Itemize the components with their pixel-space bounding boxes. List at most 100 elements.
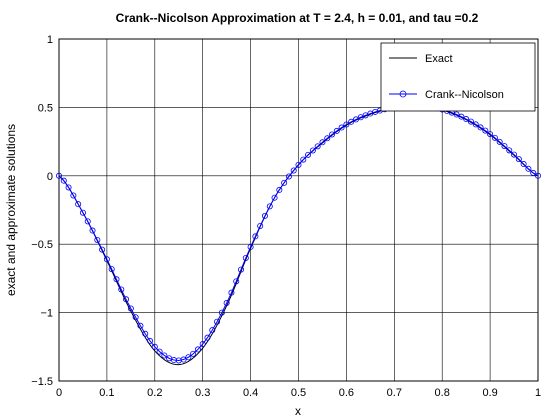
series-point (132, 314, 139, 321)
series-point (89, 227, 96, 234)
series-point (242, 254, 249, 261)
series-point (247, 243, 254, 250)
legend-label: Exact (425, 53, 453, 65)
y-tick-label: 1 (47, 34, 53, 46)
y-axis-label: exact and approximate solutions (4, 124, 18, 296)
x-axis: 0 0.1 0.2 0.3 0.4 0.5 0.6 0.7 0.8 0.9 1 (56, 387, 541, 399)
series-point (343, 121, 350, 128)
series-point (151, 343, 158, 350)
series-point (520, 161, 527, 168)
x-tick-label: 0.4 (243, 387, 258, 399)
series-point (84, 218, 91, 225)
series-point (194, 346, 201, 353)
series-point (223, 300, 230, 307)
series-point (333, 127, 340, 134)
x-tick-label: 0.9 (482, 387, 497, 399)
series-point (309, 147, 316, 154)
series-point (487, 131, 494, 138)
plot-frame (58, 38, 539, 382)
series-point (285, 173, 292, 180)
series-point (535, 172, 542, 179)
series-point (257, 222, 264, 229)
series-point (458, 113, 465, 120)
legend-box (380, 42, 536, 112)
series-point (477, 124, 484, 131)
series-point (214, 318, 221, 325)
series-point (300, 156, 307, 163)
series-point (501, 143, 508, 150)
y-axis: −1.5 −1 −0.5 0 0.5 1 (31, 34, 53, 388)
series-point (137, 322, 144, 329)
series-point (506, 147, 513, 154)
series-point (218, 309, 225, 316)
series-point (252, 233, 259, 240)
series-point (530, 169, 537, 176)
x-tick-label: 0 (56, 387, 62, 399)
legend-label: Crank--Nicolson (425, 89, 504, 101)
series-point (324, 135, 331, 142)
series-point (329, 131, 336, 138)
series-point (281, 179, 288, 186)
series-point (276, 186, 283, 193)
series-point (118, 286, 125, 293)
series-point (482, 127, 489, 134)
series-point (491, 134, 498, 141)
series-point (108, 266, 115, 273)
series-point (103, 256, 110, 263)
series-point (266, 203, 273, 210)
series-point (463, 116, 470, 123)
series-point (142, 330, 149, 337)
y-tick-label: 0 (47, 171, 53, 183)
series-point (204, 334, 211, 341)
series-point (261, 212, 268, 219)
series-point (295, 161, 302, 168)
series-point (319, 139, 326, 146)
y-tick-label: −1 (40, 308, 53, 320)
legend: Exact Crank--Nicolson (380, 42, 536, 112)
series-point (99, 246, 106, 253)
series-point (65, 184, 72, 191)
series-point (472, 121, 479, 128)
series-point (467, 118, 474, 125)
series-line (58, 105, 539, 361)
x-tick-label: 0.2 (147, 387, 162, 399)
y-tick-label: −1.5 (31, 376, 53, 388)
series-point (199, 341, 206, 348)
series-point (60, 177, 67, 184)
x-tick-label: 0.6 (339, 387, 354, 399)
series-point (127, 305, 134, 312)
series-point (79, 209, 86, 216)
series-point (352, 116, 359, 123)
series-point (314, 143, 321, 150)
series-point (290, 167, 297, 174)
series-point (338, 124, 345, 131)
series-point (305, 151, 312, 158)
chart-title: Crank--Nicolson Approximation at T = 2.4… (116, 11, 479, 25)
series-point (94, 236, 101, 243)
series-point (271, 194, 278, 201)
series-point (123, 296, 130, 303)
x-axis-label: x (295, 404, 301, 418)
x-tick-label: 0.5 (291, 387, 306, 399)
series-point (70, 192, 77, 199)
x-tick-label: 0.7 (387, 387, 402, 399)
x-tick-label: 0.8 (435, 387, 450, 399)
legend-marker (399, 90, 407, 98)
series-point (113, 276, 120, 283)
series-point (515, 156, 522, 163)
series-point (209, 327, 216, 334)
series-point (228, 289, 235, 296)
series-point (511, 151, 518, 158)
series-point (75, 201, 82, 208)
series-point (190, 350, 197, 357)
x-tick-label: 0.1 (99, 387, 114, 399)
x-tick-label: 1 (535, 387, 541, 399)
series-point (348, 118, 355, 125)
series-point (233, 278, 240, 285)
series-point (147, 337, 154, 344)
series-point (180, 356, 187, 363)
series-point (185, 354, 192, 361)
series-point (156, 348, 163, 355)
series-point (161, 352, 168, 359)
